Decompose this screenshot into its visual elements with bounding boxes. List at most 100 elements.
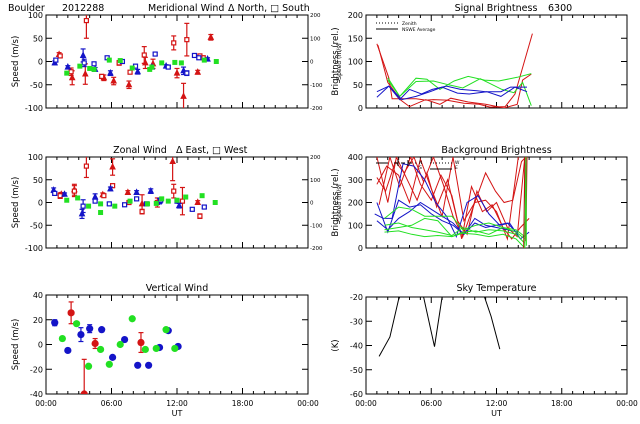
data-point-circle <box>51 319 59 327</box>
plot-area <box>376 33 533 108</box>
data-point-square <box>134 196 140 202</box>
y-tick-label: 20 <box>33 316 43 325</box>
series-line <box>376 85 528 101</box>
plot-area <box>378 297 501 357</box>
data-point-circle <box>96 345 105 354</box>
series-line <box>376 157 519 241</box>
data-point-square <box>86 203 92 209</box>
data-point-circle <box>72 320 81 328</box>
data-point-square <box>57 53 63 59</box>
data-point-square <box>87 65 93 71</box>
data-point-circle <box>134 361 142 369</box>
y-axis-label: Speed (m/s) <box>11 36 21 88</box>
data-point-circle <box>86 325 94 333</box>
data-point-circle <box>108 353 117 361</box>
data-point-square <box>152 51 158 57</box>
data-point-square <box>172 59 178 65</box>
y-tick-label: 400 <box>348 153 363 162</box>
x-tick-label: 18:00 <box>551 399 573 408</box>
data-point-square <box>145 201 151 207</box>
chart-legend-markers: Δ North, □ South <box>228 3 310 14</box>
series-line <box>387 78 532 106</box>
data-point-triangle <box>124 188 132 195</box>
skytemp-chart: Sky Temperature -20 -30 -40 -50 -60 (K) 00:00 06… <box>331 283 638 418</box>
series-line <box>378 297 401 357</box>
data-point-circle <box>58 334 66 343</box>
chart-title: Background Brightness <box>441 145 551 156</box>
y-tick-label: 40 <box>33 291 43 300</box>
y-axis-label: Brightness (rel.) <box>331 168 341 236</box>
data-point-square <box>191 52 198 59</box>
data-point-triangle <box>107 184 114 192</box>
data-point-circle <box>98 326 106 334</box>
zonal-chart: Zonal Wind Δ East, □ West 100 50 0 -50 -100 200… <box>11 145 343 253</box>
data-point-square <box>183 194 189 200</box>
y-tick-label: -40 <box>350 342 363 351</box>
series-line <box>376 33 533 108</box>
y2-tick-label: 200 <box>310 13 321 19</box>
data-point-square <box>98 210 104 216</box>
data-point-square <box>101 193 107 199</box>
data-point-circle <box>105 360 113 368</box>
data-point-square <box>117 58 123 64</box>
data-point-square <box>127 198 133 204</box>
chart-title: Signal Brightness <box>455 3 538 14</box>
y-tick-label: 0 <box>38 341 43 350</box>
chart-title: Sky Temperature <box>456 283 536 294</box>
y2-tick-label: 0 <box>310 201 314 207</box>
data-point-square <box>201 57 207 63</box>
data-point-square <box>106 201 112 207</box>
y-tick-label: 100 <box>28 153 43 162</box>
legend-label: W <box>455 160 460 166</box>
data-point-square <box>153 200 159 206</box>
data-point-circle <box>77 331 85 339</box>
series-line <box>384 222 526 244</box>
data-point-square <box>165 64 171 70</box>
data-point-square <box>141 52 147 58</box>
data-point-square <box>99 73 105 79</box>
data-point-triangle <box>175 201 183 209</box>
series-line <box>374 163 530 240</box>
data-point-square <box>184 70 190 76</box>
data-point-square <box>75 195 81 201</box>
series-line <box>524 157 527 248</box>
data-point-square <box>189 206 195 212</box>
y2-tick-label: -100 <box>310 83 323 89</box>
data-point-square <box>159 60 165 66</box>
data-point-circle <box>171 344 179 353</box>
legend-label: N <box>419 160 422 166</box>
data-point-square <box>171 188 177 194</box>
data-point-square <box>174 197 180 203</box>
data-point-triangle <box>180 92 187 99</box>
series-line <box>376 85 527 101</box>
data-point-square <box>178 60 184 66</box>
chart-title: Vertical Wind <box>146 283 208 294</box>
data-point-square <box>159 196 165 202</box>
vertical-chart: Vertical Wind 40 20 0 -20 -40 Speed (m/s) 00:00… <box>11 283 319 418</box>
y-axis-label: Brightness (rel.) <box>331 27 341 95</box>
data-point-square <box>196 55 202 61</box>
legend-label: E <box>455 165 458 171</box>
data-point-square <box>77 63 83 69</box>
data-point-triangle <box>110 76 117 84</box>
y-tick-label: 0 <box>358 244 363 253</box>
data-point-square <box>106 57 112 63</box>
data-point-circle <box>67 309 75 317</box>
data-point-triangle <box>173 69 181 76</box>
data-point-square <box>57 193 63 199</box>
signal-chart: Signal Brightness 6300 200 150 100 50 0 Brightn… <box>331 3 628 113</box>
data-point-square <box>184 37 190 43</box>
data-point-square <box>201 204 207 210</box>
data-point-square <box>64 197 70 203</box>
data-point-triangle <box>133 188 140 195</box>
data-point-triangle <box>107 69 114 76</box>
series-line <box>384 217 526 238</box>
data-point-square <box>52 190 58 196</box>
plot-area <box>374 157 530 248</box>
chart-legend-markers: Δ East, □ West <box>176 145 248 156</box>
data-point-square <box>71 188 77 194</box>
data-point-triangle <box>61 190 68 197</box>
data-point-square <box>121 202 128 208</box>
y2-tick-label: 0 <box>310 60 314 66</box>
data-point-square <box>139 209 145 215</box>
